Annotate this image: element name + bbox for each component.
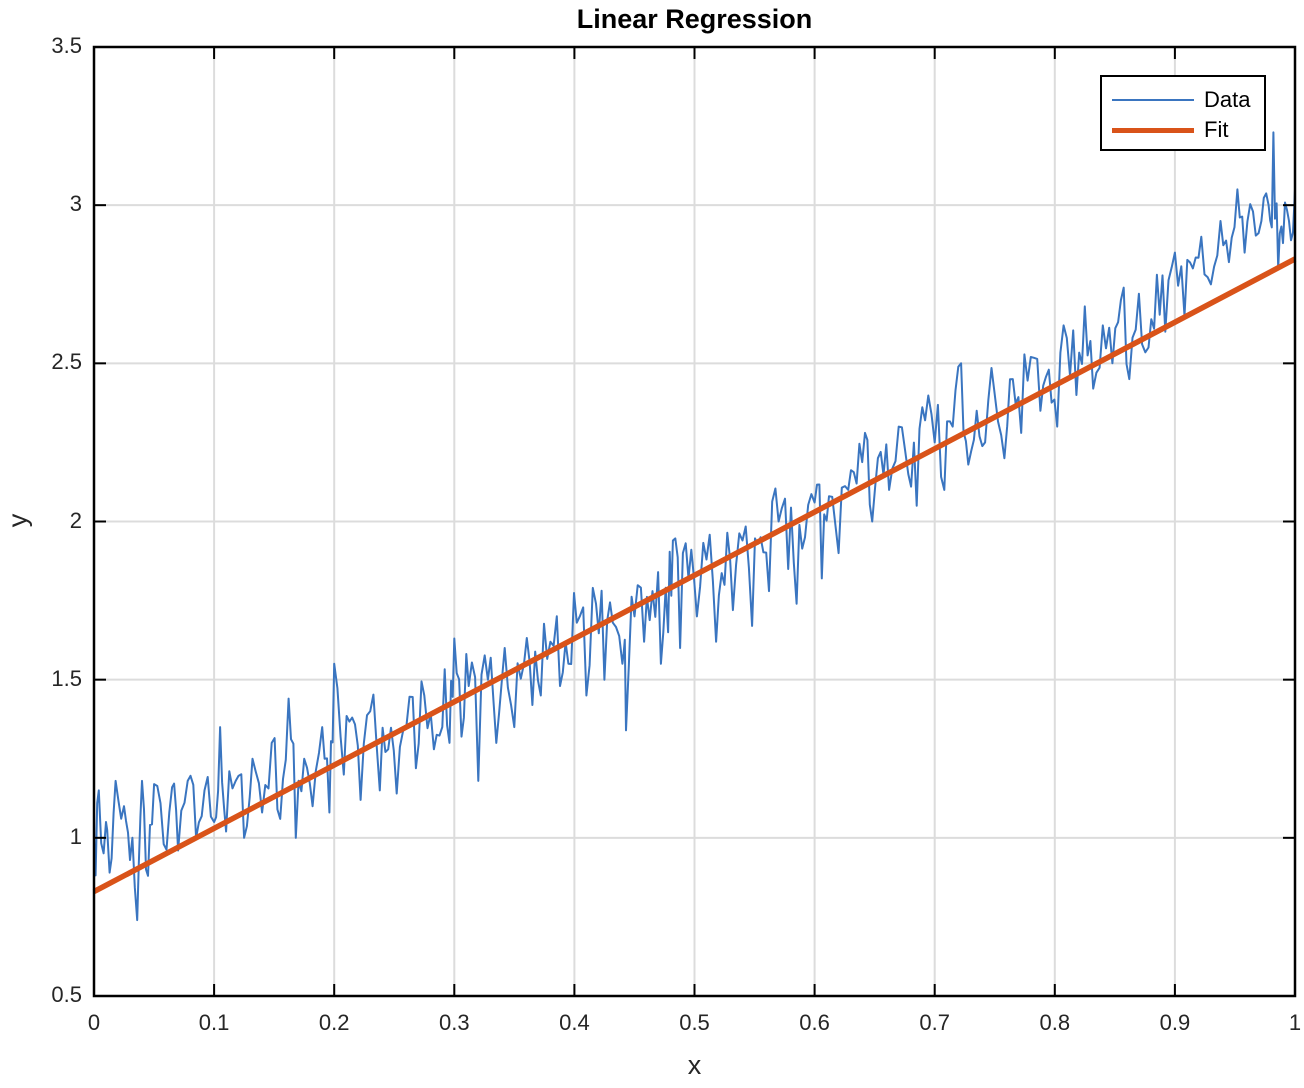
x-tick-label: 0.5	[679, 1010, 710, 1035]
x-tick-label: 0.4	[559, 1010, 590, 1035]
x-tick-label: 0.6	[799, 1010, 830, 1035]
x-tick-label: 0.3	[439, 1010, 470, 1035]
fit-line-swatch-icon	[1112, 127, 1194, 133]
y-tick-label: 2.5	[51, 349, 82, 375]
legend-label: Fit	[1204, 117, 1229, 142]
fit-series-line	[92, 256, 1297, 895]
x-axis-label: x	[687, 1050, 702, 1080]
legend[interactable]: Data Fit	[1100, 75, 1266, 151]
x-tick-label: 1	[1288, 1010, 1302, 1035]
data-line-swatch-icon	[1112, 99, 1194, 101]
y-tick-label: 3	[69, 191, 82, 217]
x-tick-label: 0.8	[1039, 1010, 1071, 1035]
data-series-line	[93, 131, 1296, 922]
y-tick-label: 2	[69, 507, 82, 533]
x-tick-label: 0	[87, 1010, 101, 1035]
x-tick-label: 0.1	[198, 1010, 230, 1035]
x-tick-label: 0.2	[318, 1010, 350, 1035]
axis-ticks	[93, 46, 1296, 997]
y-tick-label: 3.5	[51, 33, 82, 58]
y-axis-label: y	[2, 513, 33, 528]
legend-label: Data	[1204, 87, 1251, 112]
y-tick-label: 0.5	[51, 982, 82, 1007]
y-tick-label: 1.5	[51, 665, 82, 691]
x-tick-label: 0.9	[1159, 1010, 1191, 1035]
x-tick-label: 0.7	[919, 1010, 950, 1035]
axes-frame	[92, 45, 1297, 998]
y-tick-label: 1	[69, 823, 82, 849]
legend-item-fit[interactable]: Fit	[1112, 115, 1228, 145]
chart-title: Linear Regression	[576, 4, 813, 34]
grid-lines	[94, 47, 1295, 996]
legend-item-data[interactable]: Data	[1112, 85, 1250, 115]
